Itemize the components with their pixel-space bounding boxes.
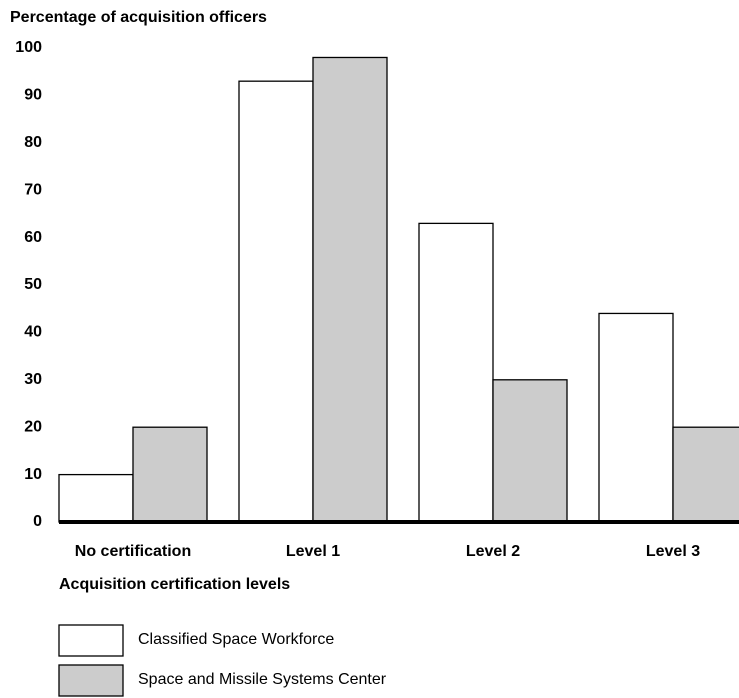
bar bbox=[238, 80, 314, 523]
y-tick-label: 10 bbox=[24, 466, 42, 483]
legend-swatch bbox=[58, 664, 124, 697]
bar bbox=[672, 426, 739, 523]
bar bbox=[598, 312, 674, 523]
bar bbox=[492, 379, 568, 523]
y-tick-label: 70 bbox=[24, 181, 42, 198]
chart-title: Percentage of acquisition officers bbox=[10, 9, 267, 26]
y-tick-label: 20 bbox=[24, 418, 42, 435]
y-tick-label: 40 bbox=[24, 324, 42, 341]
legend-swatch bbox=[58, 624, 124, 657]
bar bbox=[132, 426, 208, 523]
bar bbox=[312, 56, 388, 523]
x-tick-label: Level 1 bbox=[286, 543, 340, 560]
y-tick-label: 80 bbox=[24, 134, 42, 151]
y-tick-label: 0 bbox=[33, 513, 42, 530]
bar bbox=[58, 473, 134, 523]
bar bbox=[418, 222, 494, 523]
legend-label: Classified Space Workforce bbox=[138, 631, 334, 648]
y-tick-label: 60 bbox=[24, 229, 42, 246]
y-tick-label: 50 bbox=[24, 276, 42, 293]
x-tick-label: No certification bbox=[75, 543, 191, 560]
y-tick-label: 100 bbox=[15, 39, 42, 56]
y-tick-label: 90 bbox=[24, 87, 42, 104]
legend-label: Space and Missile Systems Center bbox=[138, 671, 387, 688]
y-tick-label: 30 bbox=[24, 371, 42, 388]
x-tick-label: Level 2 bbox=[466, 543, 520, 560]
x-axis-label: Acquisition certification levels bbox=[59, 576, 290, 593]
x-tick-label: Level 3 bbox=[646, 543, 700, 560]
